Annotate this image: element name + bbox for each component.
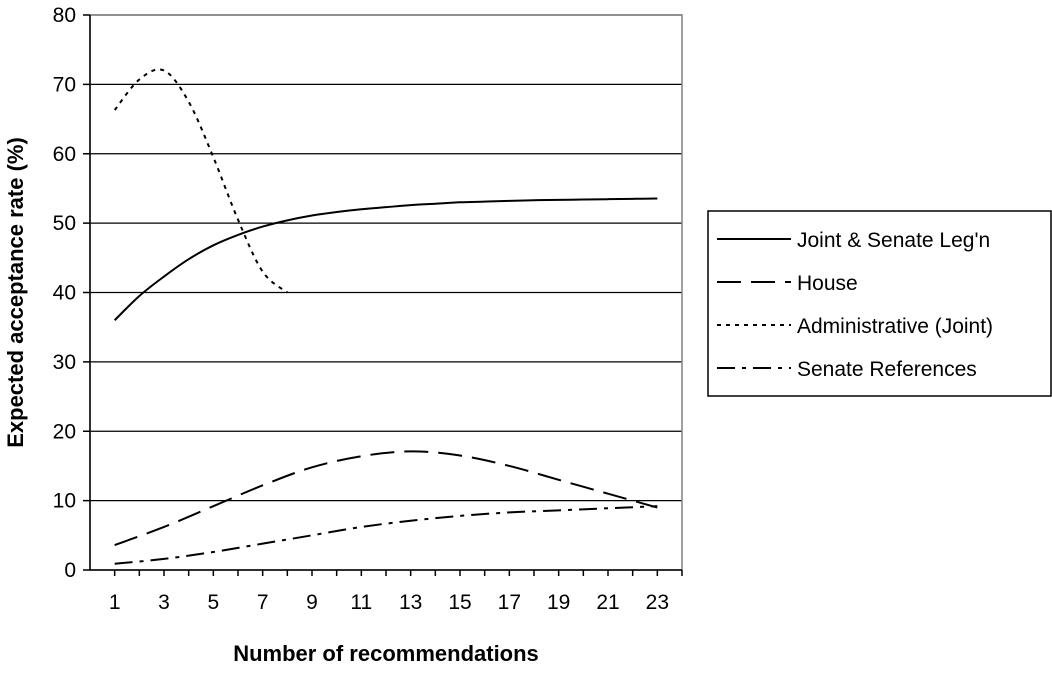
x-axis-title: Number of recommendations: [233, 641, 539, 666]
y-tick-label: 40: [53, 282, 76, 305]
legend-label: Joint & Senate Leg'n: [797, 229, 990, 252]
y-tick-label: 30: [53, 351, 76, 374]
axes: [83, 14, 683, 576]
legend-box: [707, 210, 1052, 397]
x-tick-label: 3: [158, 591, 170, 614]
y-tick-label: 70: [53, 73, 76, 96]
x-tick-label: 23: [646, 591, 669, 614]
x-tick-label: 15: [448, 591, 471, 614]
gridlines: [90, 14, 682, 502]
x-tick-label: 11: [350, 591, 372, 614]
x-tick-label: 17: [498, 591, 521, 614]
y-tick-label: 60: [53, 143, 76, 166]
legend-label: House: [797, 272, 858, 295]
x-tick-label: 19: [547, 591, 570, 614]
y-tick-label: 20: [53, 420, 76, 443]
y-tick-label: 10: [53, 490, 76, 513]
x-tick-label: 7: [257, 591, 269, 614]
y-tick-label: 50: [53, 212, 76, 235]
x-tick-label: 5: [207, 591, 219, 614]
series-line: [113, 68, 288, 294]
legend-label: Administrative (Joint): [797, 315, 993, 338]
x-tick-label: 1: [109, 591, 121, 614]
x-tick-label: 21: [596, 591, 619, 614]
series-line: [113, 197, 658, 321]
series-line: [114, 505, 658, 565]
y-tick-label: 80: [53, 4, 76, 27]
y-axis-title: Expected acceptance rate (%): [3, 137, 28, 448]
x-tick-label: 9: [306, 591, 318, 614]
y-tick-label: 0: [64, 559, 76, 582]
legend-label: Senate References: [797, 358, 977, 381]
x-tick-label: 13: [399, 591, 422, 614]
series-line: [114, 450, 658, 546]
series-lines: [113, 68, 658, 565]
legend: Joint & Senate Leg'n House Administrativ…: [707, 210, 1052, 397]
